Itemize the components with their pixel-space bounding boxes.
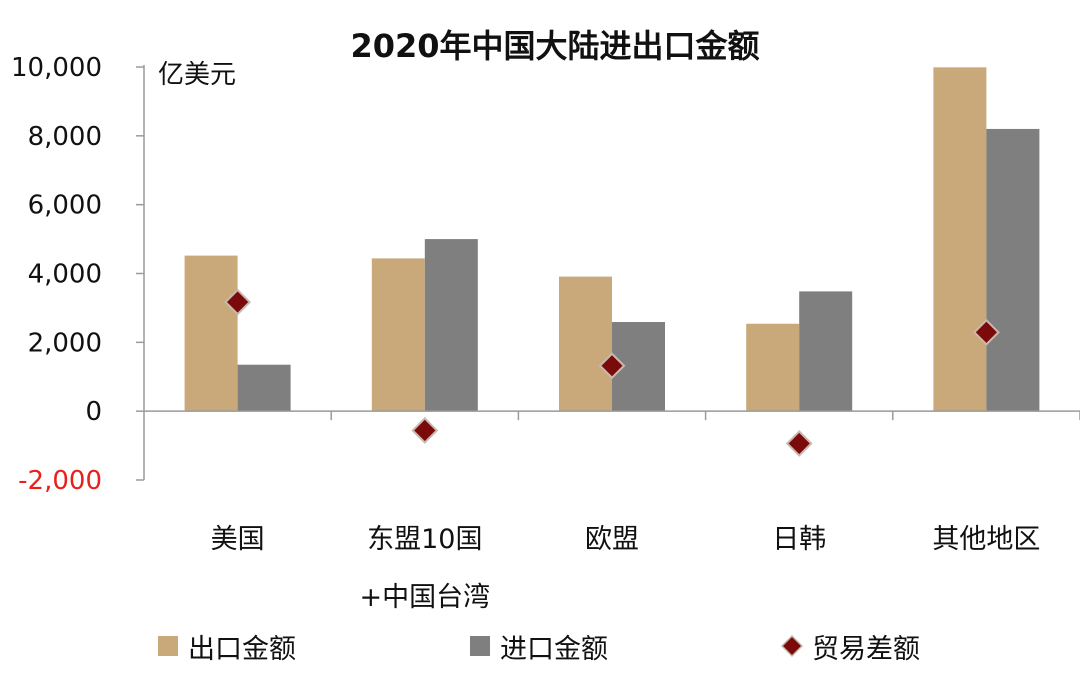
y-axis-ticks: -2,000 0 2,000 4,000 6,000 8,000 10,000 (11, 53, 144, 496)
export-bar (559, 276, 612, 412)
legend-label: 出口金额 (188, 634, 296, 665)
category-label: 东盟10国 (367, 524, 482, 555)
bars-group (184, 67, 1040, 412)
category-labels: 美国 东盟10国 +中国台湾 欧盟 日韩 其他地区 (211, 524, 1041, 613)
trade-balance-marker (224, 288, 252, 316)
y-tick-label: 6,000 (28, 191, 102, 221)
markers-group (224, 288, 1000, 457)
import-bar (986, 128, 1040, 412)
export-bar (184, 255, 238, 412)
trade-balance-marker (785, 430, 813, 457)
y-tick-label: 4,000 (28, 260, 102, 290)
export-bar (371, 258, 425, 412)
legend-label: 贸易差额 (812, 634, 920, 665)
export-bar (933, 67, 987, 412)
legend-label: 进口金额 (500, 634, 608, 665)
chart-title: 2020年中国大陆进出口金额 (350, 27, 759, 65)
y-unit-label: 亿美元 (158, 60, 236, 90)
category-label: +中国台湾 (359, 582, 490, 613)
import-bar (424, 239, 478, 412)
trade-balance-marker (598, 352, 626, 380)
legend-swatch (470, 636, 490, 656)
legend-swatch (158, 636, 178, 656)
trade-balance-marker (411, 417, 439, 444)
y-tick-label: -2,000 (18, 466, 102, 496)
y-tick-label: 8,000 (28, 122, 102, 152)
category-label: 日韩 (772, 524, 826, 555)
export-bar (746, 323, 800, 412)
category-label: 其他地区 (932, 524, 1040, 555)
legend: 出口金额 进口金额 贸易差额 (158, 634, 920, 665)
import-bar (237, 364, 291, 412)
x-axis-ticks (330, 411, 1080, 421)
y-tick-label: 10,000 (11, 53, 102, 83)
trade-balance-marker (972, 318, 1000, 346)
legend-swatch (780, 634, 804, 658)
category-label: 欧盟 (585, 524, 639, 555)
y-tick-label: 2,000 (28, 328, 102, 358)
y-tick-label: 0 (85, 397, 102, 427)
category-label: 美国 (211, 524, 265, 555)
import-bar (799, 291, 853, 412)
